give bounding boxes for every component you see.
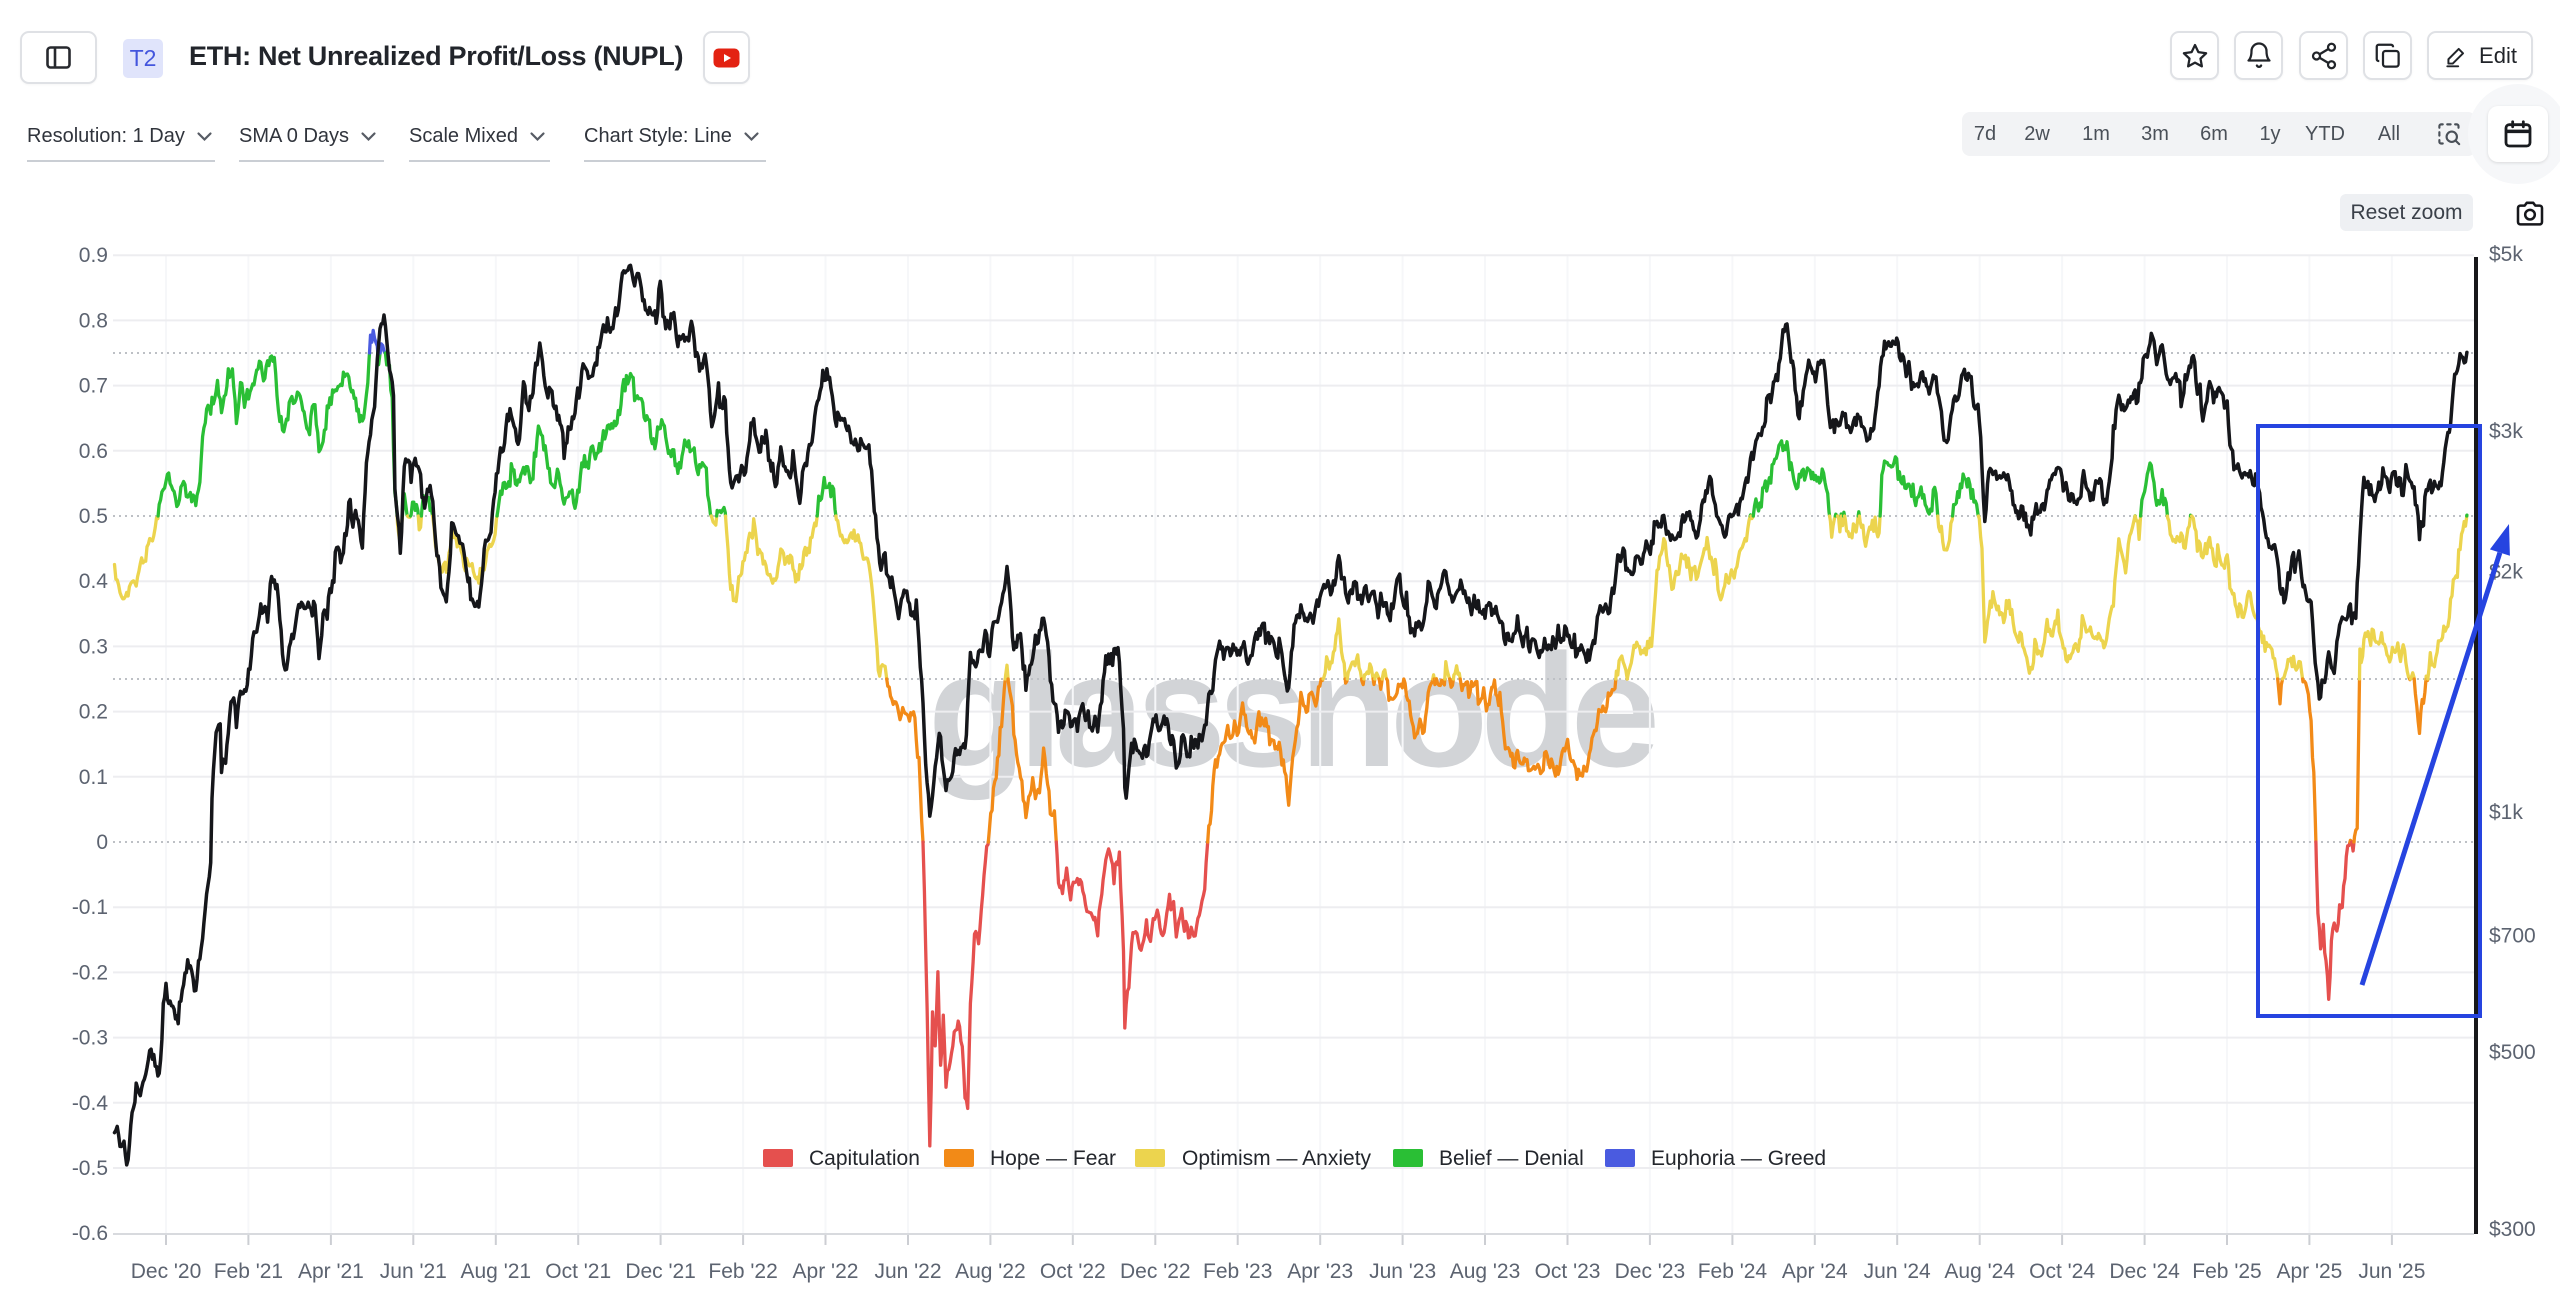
svg-text:0.3: 0.3 [79, 635, 108, 658]
svg-text:Dec '24: Dec '24 [2109, 1260, 2180, 1283]
svg-text:Oct '24: Oct '24 [2029, 1260, 2095, 1283]
svg-text:Feb '22: Feb '22 [708, 1260, 777, 1283]
svg-text:Feb '24: Feb '24 [1698, 1260, 1768, 1283]
svg-text:0: 0 [96, 831, 108, 854]
svg-text:-0.3: -0.3 [72, 1027, 108, 1050]
svg-text:$1k: $1k [2489, 801, 2523, 824]
svg-text:$3k: $3k [2489, 420, 2523, 443]
svg-text:$5k: $5k [2489, 243, 2523, 266]
svg-text:-0.1: -0.1 [72, 896, 108, 919]
svg-text:Hope — Fear: Hope — Fear [990, 1147, 1116, 1170]
svg-text:Dec '22: Dec '22 [1120, 1260, 1191, 1283]
svg-text:Jun '25: Jun '25 [2358, 1260, 2425, 1283]
svg-text:Jun '24: Jun '24 [1864, 1260, 1931, 1283]
svg-text:Apr '23: Apr '23 [1287, 1260, 1353, 1283]
svg-text:Aug '21: Aug '21 [461, 1260, 532, 1283]
svg-text:Oct '21: Oct '21 [545, 1260, 611, 1283]
svg-text:Jun '23: Jun '23 [1369, 1260, 1436, 1283]
svg-text:Feb '23: Feb '23 [1203, 1260, 1272, 1283]
svg-text:Apr '22: Apr '22 [793, 1260, 859, 1283]
svg-text:Dec '23: Dec '23 [1615, 1260, 1686, 1283]
svg-text:Belief — Denial: Belief — Denial [1439, 1147, 1584, 1170]
svg-text:Feb '25: Feb '25 [2192, 1260, 2261, 1283]
svg-text:$300: $300 [2489, 1218, 2536, 1241]
svg-text:Oct '23: Oct '23 [1535, 1260, 1601, 1283]
svg-text:0.9: 0.9 [79, 244, 108, 267]
svg-text:Apr '25: Apr '25 [2276, 1260, 2342, 1283]
svg-text:Aug '23: Aug '23 [1450, 1260, 1521, 1283]
svg-text:0.6: 0.6 [79, 440, 108, 463]
svg-text:0.7: 0.7 [79, 375, 108, 398]
svg-text:0.8: 0.8 [79, 309, 108, 332]
svg-text:Dec '20: Dec '20 [131, 1260, 202, 1283]
svg-text:-0.5: -0.5 [72, 1157, 108, 1180]
svg-text:Aug '24: Aug '24 [1944, 1260, 2015, 1283]
svg-text:-0.6: -0.6 [72, 1222, 108, 1245]
svg-text:Jun '22: Jun '22 [874, 1260, 941, 1283]
svg-text:$700: $700 [2489, 924, 2536, 947]
svg-text:$500: $500 [2489, 1041, 2536, 1064]
svg-text:Feb '21: Feb '21 [214, 1260, 283, 1283]
svg-text:Optimism — Anxiety: Optimism — Anxiety [1182, 1147, 1372, 1170]
svg-text:0.1: 0.1 [79, 766, 108, 789]
svg-text:Aug '22: Aug '22 [955, 1260, 1026, 1283]
svg-text:-0.4: -0.4 [72, 1092, 109, 1115]
svg-text:0.5: 0.5 [79, 505, 108, 528]
svg-text:Apr '24: Apr '24 [1782, 1260, 1848, 1283]
svg-text:Capitulation: Capitulation [809, 1147, 920, 1170]
svg-text:Euphoria — Greed: Euphoria — Greed [1651, 1147, 1826, 1170]
svg-text:0.2: 0.2 [79, 701, 108, 724]
svg-text:-0.2: -0.2 [72, 961, 108, 984]
svg-text:Jun '21: Jun '21 [380, 1260, 447, 1283]
svg-text:0.4: 0.4 [79, 570, 109, 593]
svg-text:Dec '21: Dec '21 [625, 1260, 696, 1283]
svg-text:Oct '22: Oct '22 [1040, 1260, 1106, 1283]
svg-text:Apr '21: Apr '21 [298, 1260, 364, 1283]
